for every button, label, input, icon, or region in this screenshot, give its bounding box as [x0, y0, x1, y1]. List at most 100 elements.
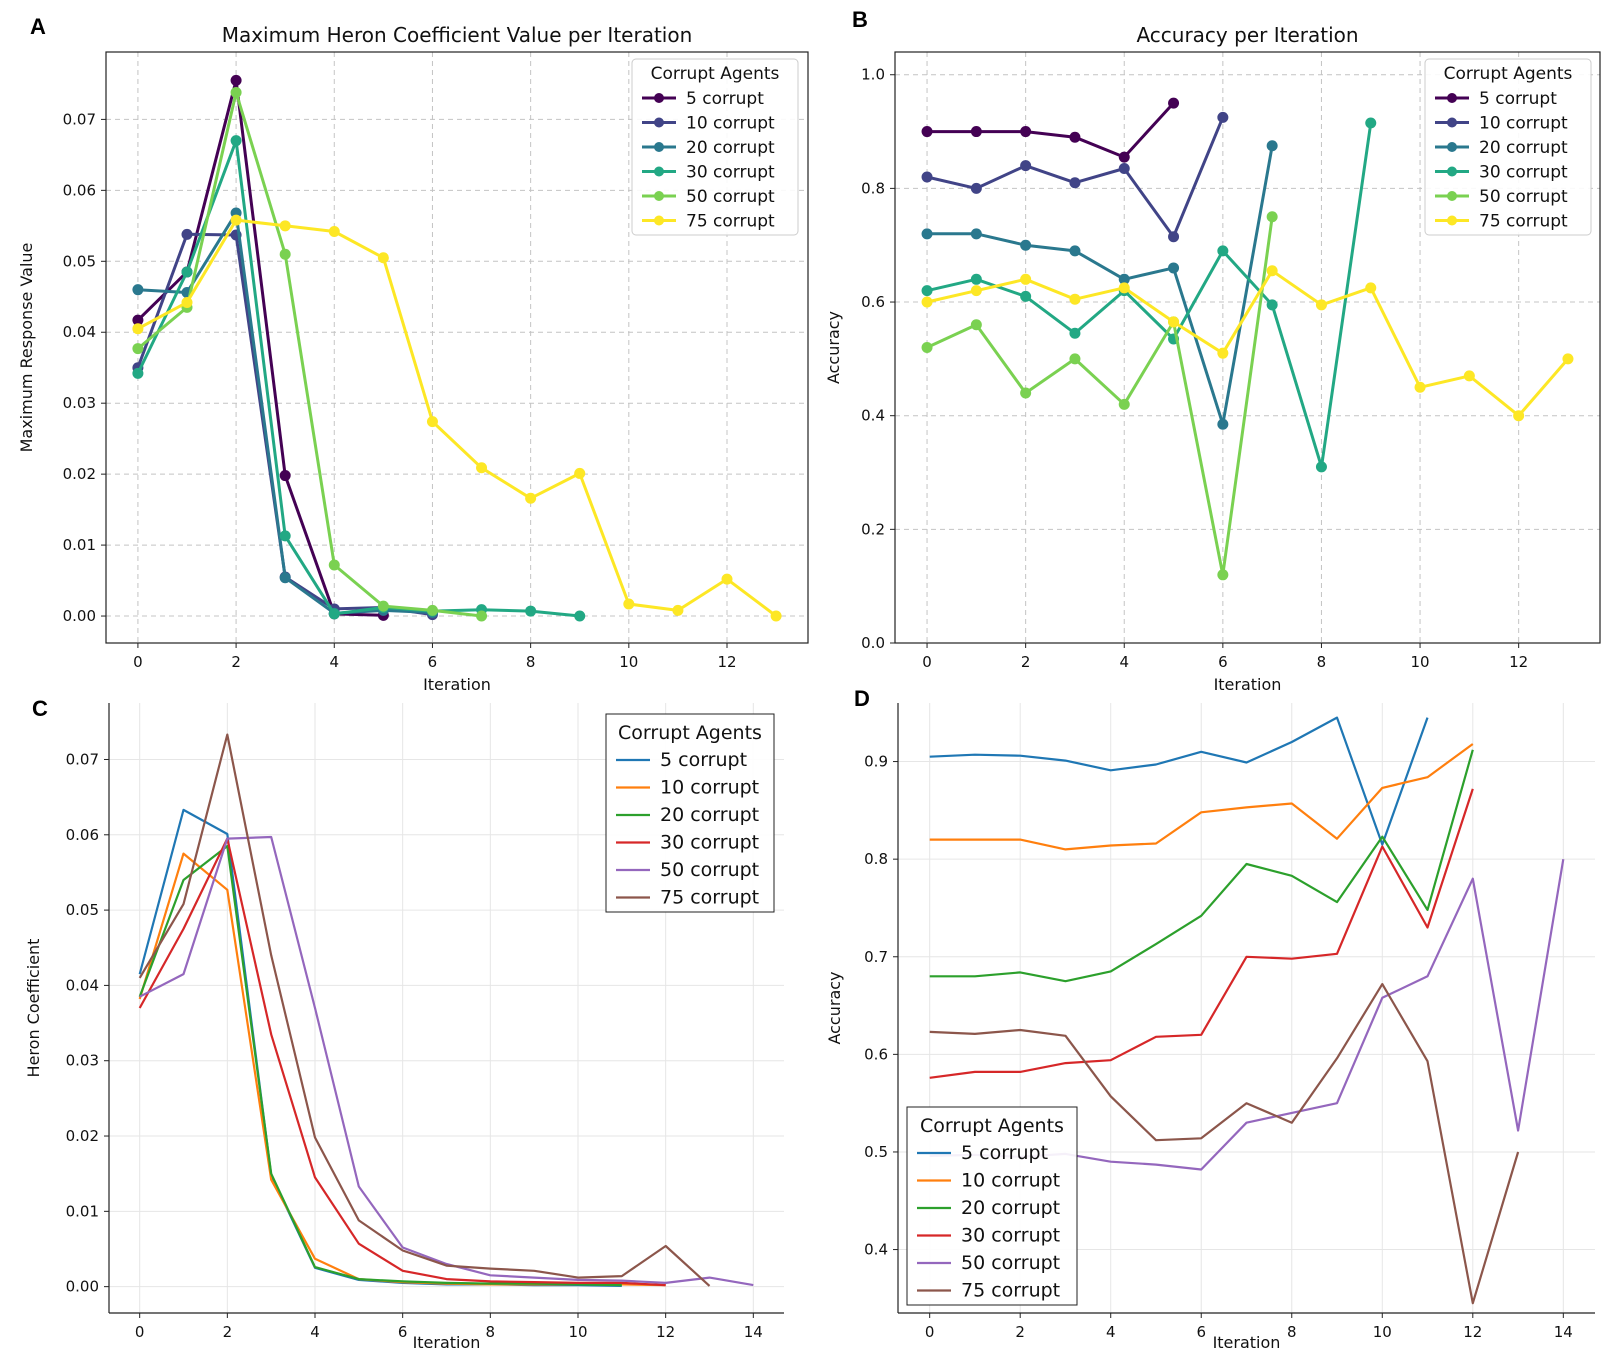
x-tick-label: 2 [223, 1323, 233, 1341]
x-axis-label: Iteration [423, 675, 491, 694]
data-point [1020, 239, 1032, 251]
legend: Corrupt Agents 5 corrupt 10 corrupt 20 corr… [605, 713, 775, 913]
data-point [1315, 461, 1327, 473]
data-point [1217, 418, 1229, 430]
data-point [328, 225, 340, 237]
data-point [1365, 282, 1377, 294]
data-point [1020, 126, 1032, 138]
legend-item: 10 corrupt [1435, 114, 1568, 134]
data-point [574, 610, 586, 622]
series-10-corrupt [929, 743, 1474, 851]
legend-item: 50 corrupt [917, 1252, 1060, 1274]
data-point [921, 126, 933, 138]
y-tick-label: 0.05 [63, 252, 96, 270]
series-line [926, 216, 1274, 577]
data-point [1118, 273, 1130, 285]
legend-title: Corrupt Agents [618, 722, 762, 744]
data-point [525, 605, 537, 617]
series-line [929, 788, 1474, 1079]
legend-box [906, 1106, 1078, 1306]
legend-label: 20 corrupt [1479, 138, 1568, 158]
y-tick-label: 1.0 [861, 66, 885, 84]
data-point [476, 462, 488, 474]
series-line [929, 749, 1474, 983]
legend-item: 20 corrupt [1435, 138, 1568, 158]
legend-label: 10 corrupt [686, 114, 775, 134]
series-5-corrupt [138, 808, 622, 1287]
legend-label: 30 corrupt [1479, 163, 1568, 183]
legend-item: 50 corrupt [1435, 187, 1568, 207]
legend-label: 50 corrupt [961, 1252, 1060, 1274]
legend-item: 30 corrupt [917, 1225, 1060, 1247]
data-point [1365, 117, 1377, 129]
data-point [1069, 245, 1081, 257]
x-tick-label: 0 [135, 1323, 145, 1341]
data-point [1118, 162, 1130, 174]
y-tick-label: 0.01 [66, 1202, 99, 1220]
legend-label: 5 corrupt [961, 1142, 1048, 1164]
legend-label: 30 corrupt [686, 163, 775, 183]
series-30-corrupt [929, 788, 1474, 1079]
series-line [138, 844, 622, 1287]
legend-item: 30 corrupt [642, 163, 775, 183]
legend-marker [1447, 166, 1457, 177]
series-10-corrupt [921, 111, 1229, 243]
y-axis-label: Accuracy [824, 311, 843, 384]
legend-item: 5 corrupt [917, 1142, 1048, 1164]
y-tick-label: 0.03 [66, 1052, 99, 1070]
data-point [1414, 381, 1426, 393]
data-point [1217, 569, 1229, 581]
y-tick-label: 0.07 [66, 750, 99, 768]
x-axis-label: Iteration [1213, 1333, 1281, 1350]
data-point [1069, 327, 1081, 339]
data-point [279, 220, 291, 232]
legend-item: 50 corrupt [642, 187, 775, 207]
x-tick-label: 0 [133, 653, 143, 671]
plot-frame [105, 51, 809, 644]
data-point [1266, 211, 1278, 223]
data-point [132, 284, 144, 296]
x-tick-label: 10 [1411, 653, 1430, 671]
legend: Corrupt Agents 5 corrupt 10 corrupt 20 corr… [1424, 58, 1592, 236]
y-tick-label: 0.05 [66, 901, 99, 919]
y-tick-label: 0.06 [66, 826, 99, 844]
legend-item: 5 corrupt [616, 749, 747, 771]
panel-b: B Accuracy per Iteration 0 2 4 6 8 10 12 0.0 0.2 0.… [824, 7, 1601, 694]
x-tick-label: 12 [1463, 1323, 1482, 1341]
data-point [721, 573, 733, 585]
legend-item: 75 corrupt [616, 887, 759, 909]
y-tick-label: 0.8 [864, 850, 888, 868]
data-point [970, 182, 982, 194]
legend-item: 75 corrupt [1435, 212, 1568, 232]
y-tick-label: 0.4 [861, 407, 885, 425]
series-20-corrupt [138, 844, 622, 1287]
x-tick-label: 14 [744, 1323, 763, 1341]
data-point [770, 610, 782, 622]
legend-label: 20 corrupt [961, 1197, 1060, 1219]
x-tick-label: 0 [925, 1323, 935, 1341]
y-tick-label: 0.6 [864, 1045, 888, 1063]
x-axis-label: Iteration [1214, 675, 1282, 694]
series-line [929, 982, 1520, 1305]
data-point [921, 342, 933, 353]
data-point [525, 492, 537, 504]
legend-item: 10 corrupt [917, 1170, 1060, 1192]
y-tick-label: 0.03 [63, 394, 96, 412]
series-75-corrupt [929, 982, 1520, 1305]
legend-label: 30 corrupt [660, 832, 759, 854]
legend-title: Corrupt Agents [1444, 64, 1573, 84]
legend-label: 10 corrupt [1479, 114, 1568, 134]
panel-letter: A [30, 14, 46, 39]
x-tick-label: 6 [398, 1323, 408, 1341]
y-tick-label: 0.2 [861, 520, 885, 538]
data-point [1069, 353, 1081, 365]
legend-item: 30 corrupt [616, 832, 759, 854]
legend-marker [654, 117, 664, 128]
y-tick-label: 0.02 [66, 1127, 99, 1145]
series-line [137, 218, 778, 618]
data-point [921, 228, 933, 240]
legend-marker [1447, 142, 1457, 152]
data-point [921, 296, 933, 308]
legend-label: 75 corrupt [961, 1280, 1060, 1302]
data-point [921, 285, 933, 297]
